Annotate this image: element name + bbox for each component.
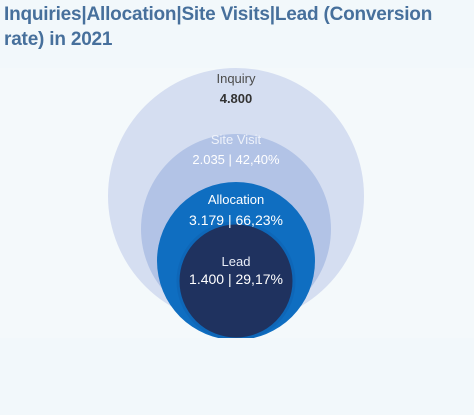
stage-value-site-visit: 2.035 | 42,40% [192, 152, 280, 167]
stage-value-allocation: 3.179 | 66,23% [189, 212, 283, 228]
footer-band [0, 338, 474, 415]
stage-name-allocation: Allocation [208, 192, 264, 207]
stage-value-lead: 1.400 | 29,17% [189, 271, 283, 287]
chart-header: Inquiries|Allocation|Site Visits|Lead (C… [0, 0, 474, 68]
stage-name-inquiry: Inquiry [216, 71, 256, 86]
stage-value-inquiry: 4.800 [220, 91, 253, 106]
chart-title: Inquiries|Allocation|Site Visits|Lead (C… [4, 4, 433, 50]
chart-area: Inquiry 4.800 Site Visit 2.035 | 42,40% Allo… [0, 68, 474, 341]
nested-circle-chart: Inquiry 4.800 Site Visit 2.035 | 42,40% Allo… [108, 68, 364, 341]
stage-name-site-visit: Site Visit [211, 132, 262, 147]
stage-name-lead: Lead [222, 254, 251, 269]
